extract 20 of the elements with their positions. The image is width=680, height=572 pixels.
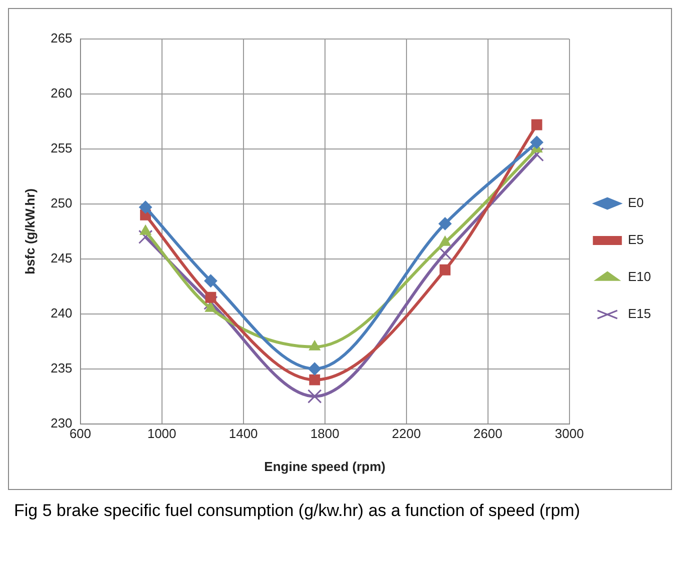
y-tick-label: 235 (50, 360, 72, 376)
x-tick-label: 3000 (554, 426, 584, 442)
legend-label: E5 (628, 232, 644, 248)
y-tick-label: 255 (50, 140, 72, 156)
x-tick-label: 1800 (310, 426, 340, 442)
legend-label: E0 (628, 195, 644, 210)
x-tick-label: 2600 (473, 426, 502, 442)
legend-label: E15 (628, 306, 652, 322)
x-axis-title: Engine speed (rpm) (264, 458, 386, 474)
y-tick-label: 250 (50, 195, 72, 210)
y-tick-label: 240 (50, 305, 72, 320)
y-tick-label: 245 (50, 250, 72, 266)
y-tick-label: 260 (50, 86, 72, 101)
legend-label: E10 (628, 269, 652, 284)
x-tick-label: 1000 (147, 426, 176, 442)
y-axis-title: bsfc (g/kW.hr) (22, 188, 38, 274)
caption: Fig 5 brake specific fuel consumption (g/kw.hr) as a function of speed (rpm) (14, 500, 581, 521)
x-tick-label: 1400 (228, 426, 258, 442)
x-tick-label: 2200 (392, 426, 421, 442)
y-tick-label: 265 (50, 30, 72, 46)
